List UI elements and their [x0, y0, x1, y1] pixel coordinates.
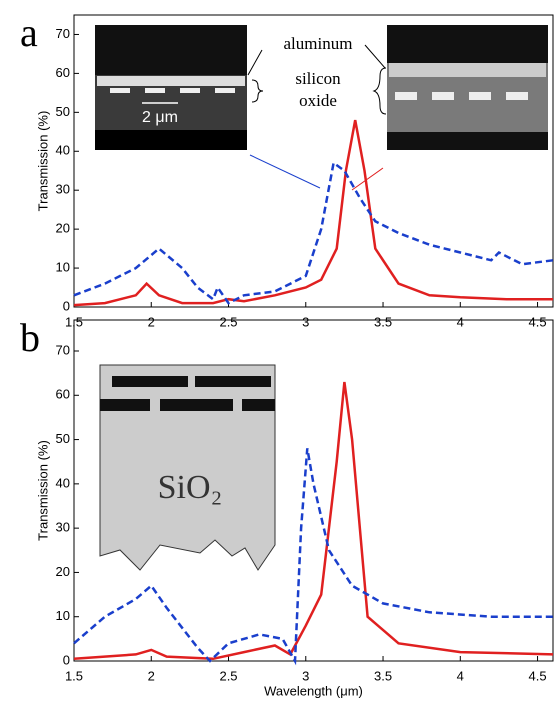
- y-tick-label: 0: [63, 298, 70, 313]
- y-tick-label: 70: [56, 342, 70, 357]
- x-tick-label: 3.5: [374, 668, 392, 683]
- y-axis-label: Transmission (%): [35, 111, 50, 212]
- x-tick-label: 2.5: [219, 314, 237, 329]
- x-tick-label: 3.5: [374, 314, 392, 329]
- x-tick-label: 4.5: [529, 668, 547, 683]
- pointer-line: [249, 154, 321, 189]
- annotation-brace: [247, 44, 387, 115]
- data-line: [73, 381, 554, 661]
- panel-label: a: [20, 10, 38, 55]
- y-tick-label: 60: [56, 65, 70, 80]
- scale-bar-label: 2 μm: [142, 109, 178, 126]
- y-tick-label: 20: [56, 564, 70, 579]
- plot-frame: [73, 14, 554, 308]
- plot-frame: [73, 319, 554, 662]
- data-line: [73, 448, 553, 666]
- y-tick-label: 40: [56, 143, 70, 158]
- y-tick-label: 0: [63, 652, 70, 667]
- sem-image-left: [95, 25, 247, 150]
- y-tick-label: 40: [56, 475, 70, 490]
- structure-schematic: [99, 364, 276, 571]
- data-line: [73, 160, 554, 305]
- x-axis-label: Wavelength (μm): [264, 683, 363, 698]
- x-tick-label: 4: [457, 668, 464, 683]
- y-tick-label: 60: [56, 387, 70, 402]
- y-tick-label: 10: [56, 608, 70, 623]
- sem-image-right: [387, 25, 548, 150]
- y-tick-label: 50: [56, 104, 70, 119]
- x-tick-label: 2: [148, 668, 155, 683]
- x-tick-label: 2: [148, 314, 155, 329]
- y-tick-label: 50: [56, 431, 70, 446]
- y-tick-label: 30: [56, 520, 70, 535]
- y-tick-label: 20: [56, 221, 70, 236]
- x-tick-label: 4.5: [529, 314, 547, 329]
- panel-label: b: [20, 315, 40, 360]
- annotation: SiO₂: [158, 469, 223, 506]
- annotation: oxide: [299, 91, 337, 110]
- y-tick-label: 10: [56, 260, 70, 275]
- y-tick-label: 30: [56, 182, 70, 197]
- x-tick-label: 3: [302, 314, 309, 329]
- x-tick-label: 3: [302, 668, 309, 683]
- x-tick-label: 1.5: [65, 668, 83, 683]
- y-axis-label: Transmission (%): [35, 440, 50, 541]
- annotation: silicon: [295, 69, 341, 88]
- x-tick-label: 4: [457, 314, 464, 329]
- data-line: [73, 119, 553, 307]
- y-tick-label: 70: [56, 26, 70, 41]
- pointer-line: [351, 167, 384, 191]
- annotation: aluminum: [284, 34, 353, 53]
- x-tick-label: 2.5: [219, 668, 237, 683]
